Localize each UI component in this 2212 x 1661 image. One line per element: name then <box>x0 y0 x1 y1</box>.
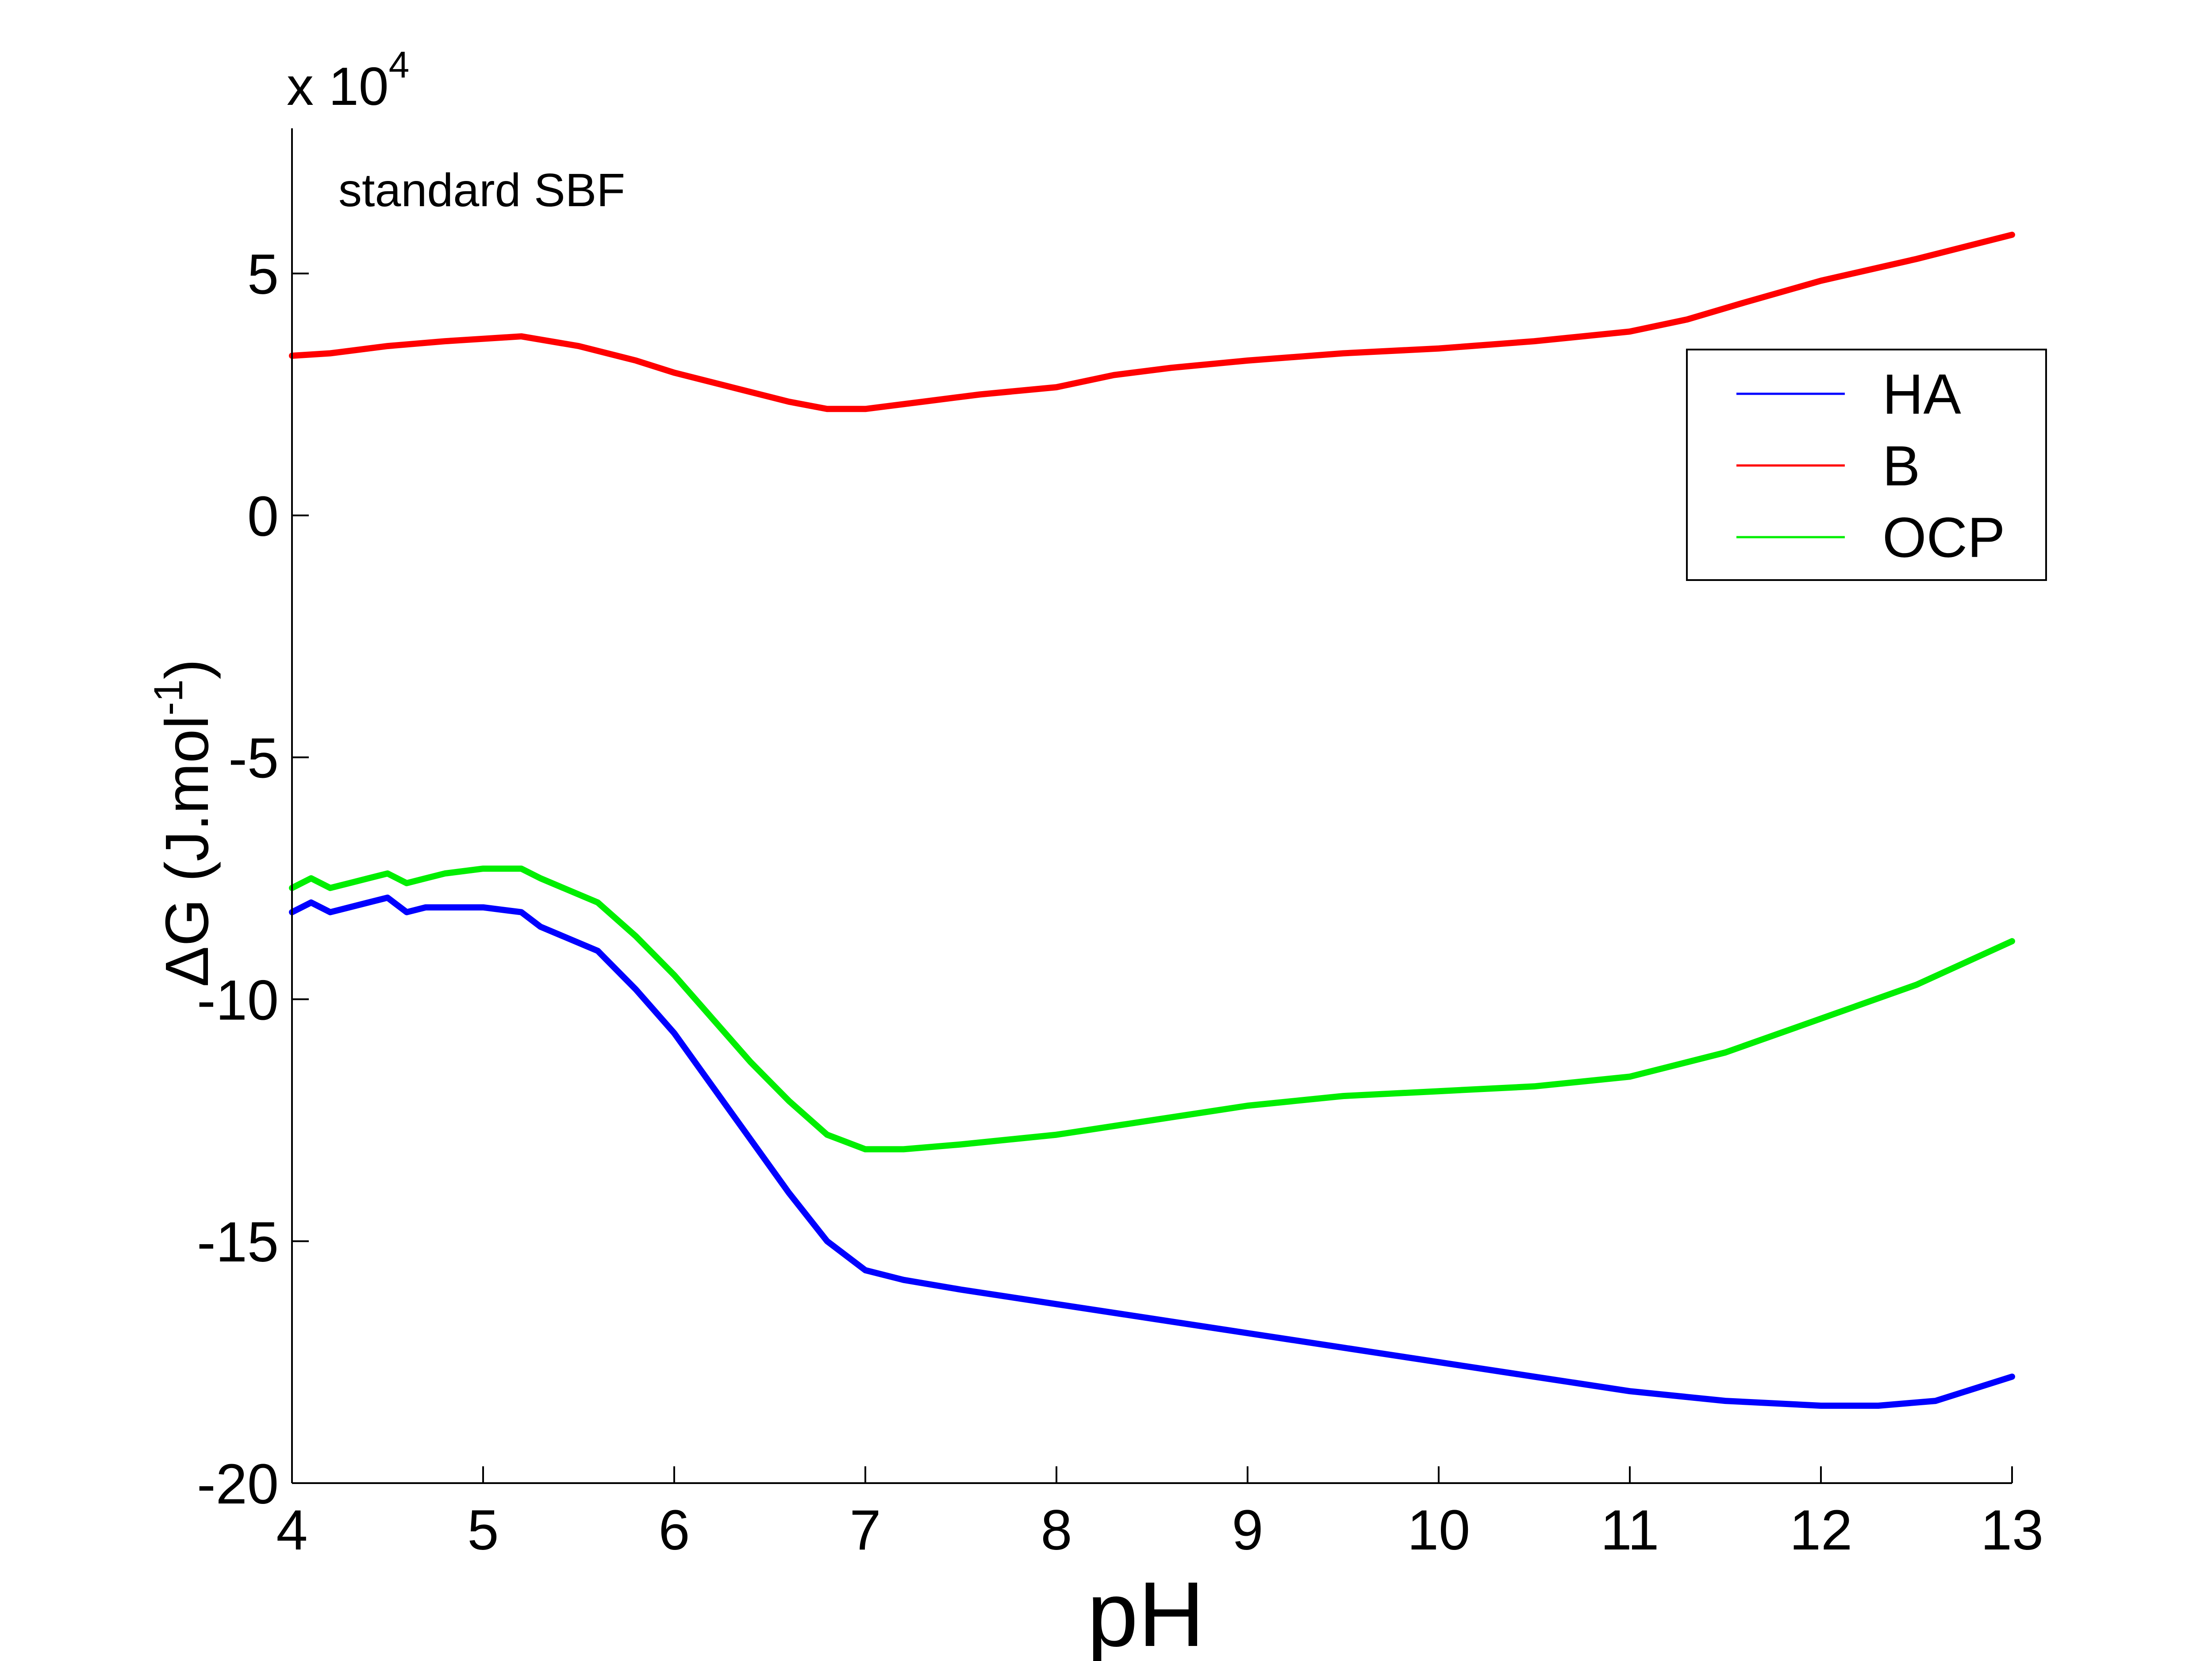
x-tick-label: 7 <box>849 1499 881 1562</box>
x-axis-title: pH <box>1087 1563 1205 1661</box>
y-tick-label: -15 <box>197 1211 279 1274</box>
y-tick-label: -10 <box>197 969 279 1032</box>
y-tick-label: 5 <box>247 243 279 306</box>
x-tick-label: 13 <box>1981 1499 2043 1562</box>
series-line-b <box>289 231 2015 412</box>
x-tick-label: 10 <box>1407 1499 1470 1562</box>
y-tick-label: 0 <box>247 485 279 548</box>
series-line-ha <box>289 894 2015 1409</box>
x-tick-label: 5 <box>467 1499 499 1562</box>
y-tick-label: -20 <box>197 1453 279 1516</box>
legend-label-ha: HA <box>1882 363 1961 426</box>
x-tick-label: 6 <box>658 1499 690 1562</box>
x-ticks: 4 5 6 7 8 9 10 11 12 13 <box>276 1466 2043 1562</box>
y-multiplier-exponent: 4 <box>389 44 410 85</box>
x-tick-label: 11 <box>1601 1499 1659 1562</box>
y-tick-label: -5 <box>228 727 279 790</box>
series-line-ocp <box>289 865 2015 1153</box>
legend-label-b: B <box>1882 434 1920 498</box>
y-multiplier: x 104 <box>287 44 409 116</box>
y-axis-title-superscript: -1 <box>146 679 191 715</box>
x-tick-label: 9 <box>1232 1499 1263 1562</box>
y-ticks: -20 -15 -10 -5 0 5 <box>197 243 309 1516</box>
y-axis-title: ΔG (J.mol-1) <box>146 659 221 987</box>
legend: HA B OCP <box>1686 349 2047 581</box>
x-tick-label: 4 <box>276 1499 307 1562</box>
legend-label-ocp: OCP <box>1882 506 2005 569</box>
legend-items: HA B OCP <box>1736 363 2005 569</box>
x-tick-label: 8 <box>1041 1499 1072 1562</box>
x-tick-label: 12 <box>1790 1499 1852 1562</box>
plot-lines <box>289 231 2015 1409</box>
annotation-label: standard SBF <box>338 164 625 216</box>
